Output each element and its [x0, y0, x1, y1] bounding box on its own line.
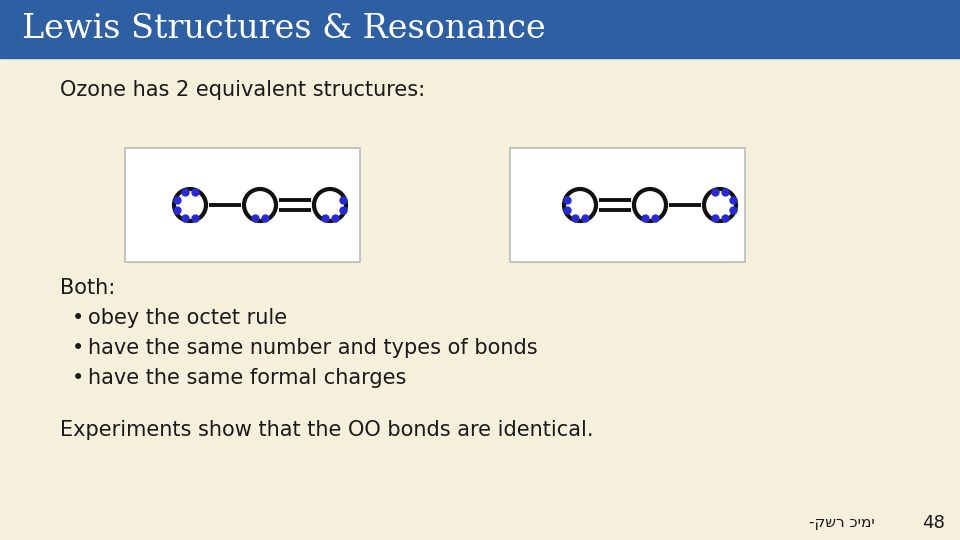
Circle shape	[174, 189, 206, 221]
Text: Ozone has 2 equivalent structures:: Ozone has 2 equivalent structures:	[60, 80, 425, 100]
Circle shape	[704, 189, 736, 221]
Circle shape	[564, 189, 596, 221]
Text: have the same formal charges: have the same formal charges	[88, 368, 406, 388]
Bar	[125, 148, 360, 262]
Text: have the same number and types of bonds: have the same number and types of bonds	[88, 338, 538, 358]
Text: Both:: Both:	[60, 278, 115, 298]
Text: Lewis Structures & Resonance: Lewis Structures & Resonance	[22, 13, 545, 45]
Text: 48: 48	[923, 514, 945, 532]
Circle shape	[634, 189, 666, 221]
Bar	[510, 148, 745, 262]
Text: Experiments show that the OO bonds are identical.: Experiments show that the OO bonds are i…	[60, 420, 593, 440]
Bar	[0, 0, 960, 58]
Text: obey the octet rule: obey the octet rule	[88, 308, 287, 328]
Text: -קשר כימי: -קשר כימי	[809, 516, 875, 530]
Text: •: •	[72, 368, 84, 388]
Circle shape	[244, 189, 276, 221]
Text: •: •	[72, 338, 84, 358]
Text: •: •	[72, 308, 84, 328]
Circle shape	[314, 189, 346, 221]
